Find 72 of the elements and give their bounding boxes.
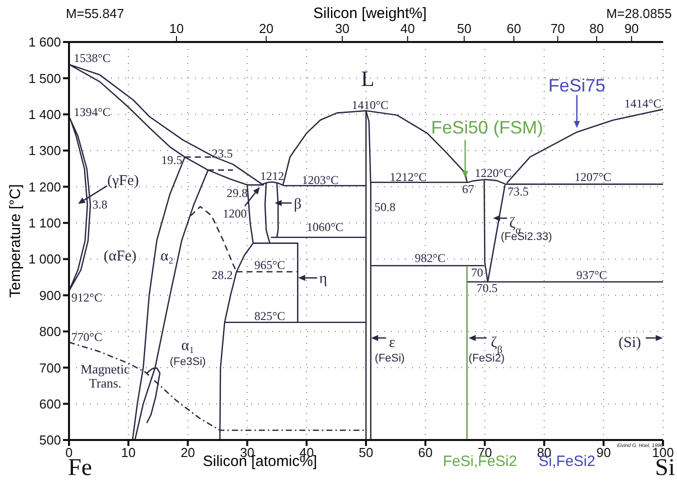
annotation: 28.2	[212, 268, 233, 282]
y-tick-label: 600	[39, 396, 61, 412]
annotation: L	[361, 66, 375, 91]
annotation: (Si)	[618, 335, 641, 352]
text: 60	[506, 21, 522, 36]
y-tick-label: 1 300	[28, 143, 61, 158]
text: 80	[589, 21, 604, 36]
annotation: (αFe)	[104, 248, 137, 264]
x-tick-label: 10	[121, 445, 136, 460]
y-tick-label: 700	[39, 360, 61, 376]
text: 90	[624, 21, 639, 36]
annotation: α₁	[181, 338, 194, 354]
y-tick-label: 1 200	[28, 179, 61, 194]
y-tick-label: 1 400	[28, 106, 61, 122]
text: 30	[335, 21, 350, 36]
annotation: 1203°C	[302, 173, 339, 188]
annotation: 965°C	[254, 258, 286, 272]
annotation: β	[294, 196, 302, 212]
annotation: 3.8	[92, 197, 108, 212]
y-tick-label: 1 500	[28, 70, 61, 86]
annotation: 1212	[260, 169, 284, 184]
y-tick-label: 800	[39, 324, 61, 340]
annotation: 70	[471, 265, 484, 280]
x-tick-label: 0	[65, 445, 73, 460]
annotation: 1060°C	[306, 220, 344, 234]
y-axis-title: Temperature [°C]	[7, 184, 24, 298]
annotation: 1394°C	[74, 105, 111, 120]
x-tick-label: 60	[418, 445, 433, 460]
annotation: 50.8	[374, 200, 396, 214]
annotation: 70.5	[476, 281, 498, 296]
annotation: 67	[462, 182, 474, 196]
y-tick-label: 500	[39, 432, 61, 448]
annotation: 1212°C	[390, 170, 427, 184]
annotation: 19.5	[161, 153, 182, 168]
text: M=28.0855	[606, 6, 672, 21]
annotation: Magnetic Trans.	[80, 361, 130, 391]
x-tick-label: 90	[596, 445, 611, 460]
annotation: (FeSi)	[374, 352, 405, 365]
annotation: 1414°C	[624, 96, 662, 110]
annotation: (Fe3Si)	[170, 356, 206, 368]
text: 70	[550, 21, 565, 36]
text: M=55.847	[66, 6, 124, 21]
annotation: 1410°C	[352, 98, 389, 112]
text: 20	[259, 21, 274, 36]
annotation: 1200	[222, 206, 247, 220]
x2-axis-title: Silicon [weight%]	[313, 5, 427, 22]
x-tick-label: 50	[358, 445, 374, 460]
annotation: η	[319, 271, 328, 288]
text: 10	[169, 21, 184, 36]
text: 50	[457, 21, 472, 36]
annotation: 825°C	[254, 309, 286, 324]
y-tick-label: 1 600	[28, 34, 61, 50]
x-tick-label: 20	[180, 445, 196, 460]
annotation: 912°C	[71, 290, 102, 304]
y-tick-label: 1 100	[28, 216, 61, 231]
annotation: 1207°C	[574, 170, 612, 184]
annotation: FeSi50 (FSM)	[431, 117, 544, 138]
annotation: 29.8	[226, 186, 248, 200]
annotation: 770°C	[71, 330, 102, 344]
annotation: ε	[388, 335, 396, 352]
annotation: 937°C	[576, 268, 608, 282]
annotation: α₂	[160, 248, 174, 264]
y-tick-label: 900	[39, 288, 61, 303]
annotation: (FeSi2)	[468, 352, 505, 365]
y-tick-label: 1 000	[28, 252, 61, 267]
text: 40	[400, 21, 415, 36]
annotation: 1220°C	[474, 166, 512, 180]
annotation: 73.5	[508, 184, 529, 198]
annotation: FeSi75	[548, 75, 606, 96]
annotation: 1538°C	[74, 51, 111, 66]
annotation: 982°C	[414, 251, 446, 266]
annotation: (γFe)	[107, 173, 139, 190]
